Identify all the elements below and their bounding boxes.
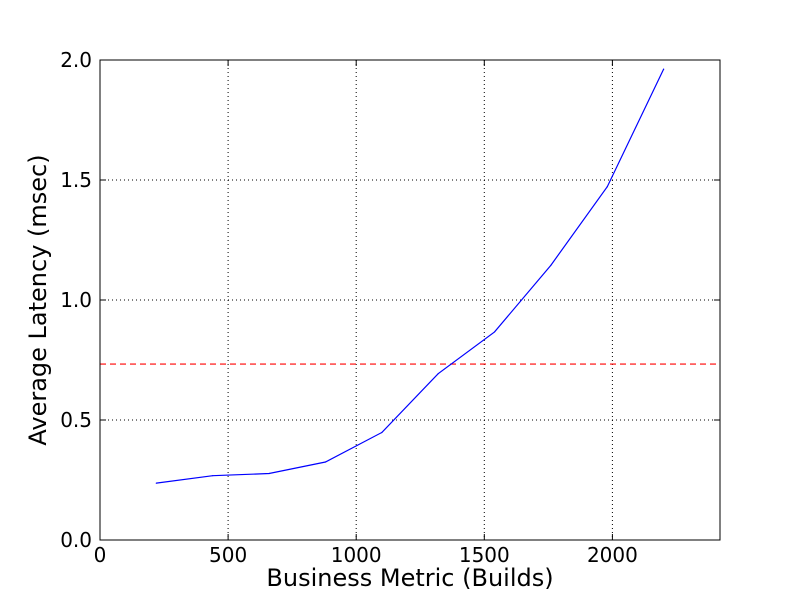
grid-lines xyxy=(100,60,720,540)
y-tick-label: 1.0 xyxy=(60,288,92,312)
y-tick-label: 2.0 xyxy=(60,48,92,72)
x-axis-title: Business Metric (Builds) xyxy=(266,564,553,592)
data-point xyxy=(550,264,552,266)
data-point xyxy=(663,68,665,70)
series-layer xyxy=(155,68,665,484)
x-tick-labels: 0 500 1000 1500 2000 xyxy=(94,543,638,567)
axis-ticks xyxy=(99,59,720,541)
x-tick-label: 1500 xyxy=(459,543,510,567)
y-tick-label: 0.0 xyxy=(60,528,92,552)
x-tick-label: 2000 xyxy=(587,543,638,567)
y-tick-label: 0.5 xyxy=(60,408,92,432)
y-tick-labels: 0.0 0.5 1.0 1.5 2.0 xyxy=(60,48,92,552)
x-tick-label: 1000 xyxy=(331,543,382,567)
data-point xyxy=(381,431,383,434)
latency-series-line xyxy=(156,68,665,484)
data-point xyxy=(155,482,157,484)
y-tick-label: 1.5 xyxy=(60,168,92,192)
data-point xyxy=(493,331,496,333)
data-point xyxy=(606,186,608,188)
data-point xyxy=(437,373,439,375)
y-axis-title: Average Latency (msec) xyxy=(24,154,52,445)
x-tick-label: 500 xyxy=(209,543,247,567)
data-point xyxy=(268,472,270,475)
x-tick-label: 0 xyxy=(94,543,107,567)
data-point xyxy=(212,475,214,477)
data-point xyxy=(324,461,327,463)
